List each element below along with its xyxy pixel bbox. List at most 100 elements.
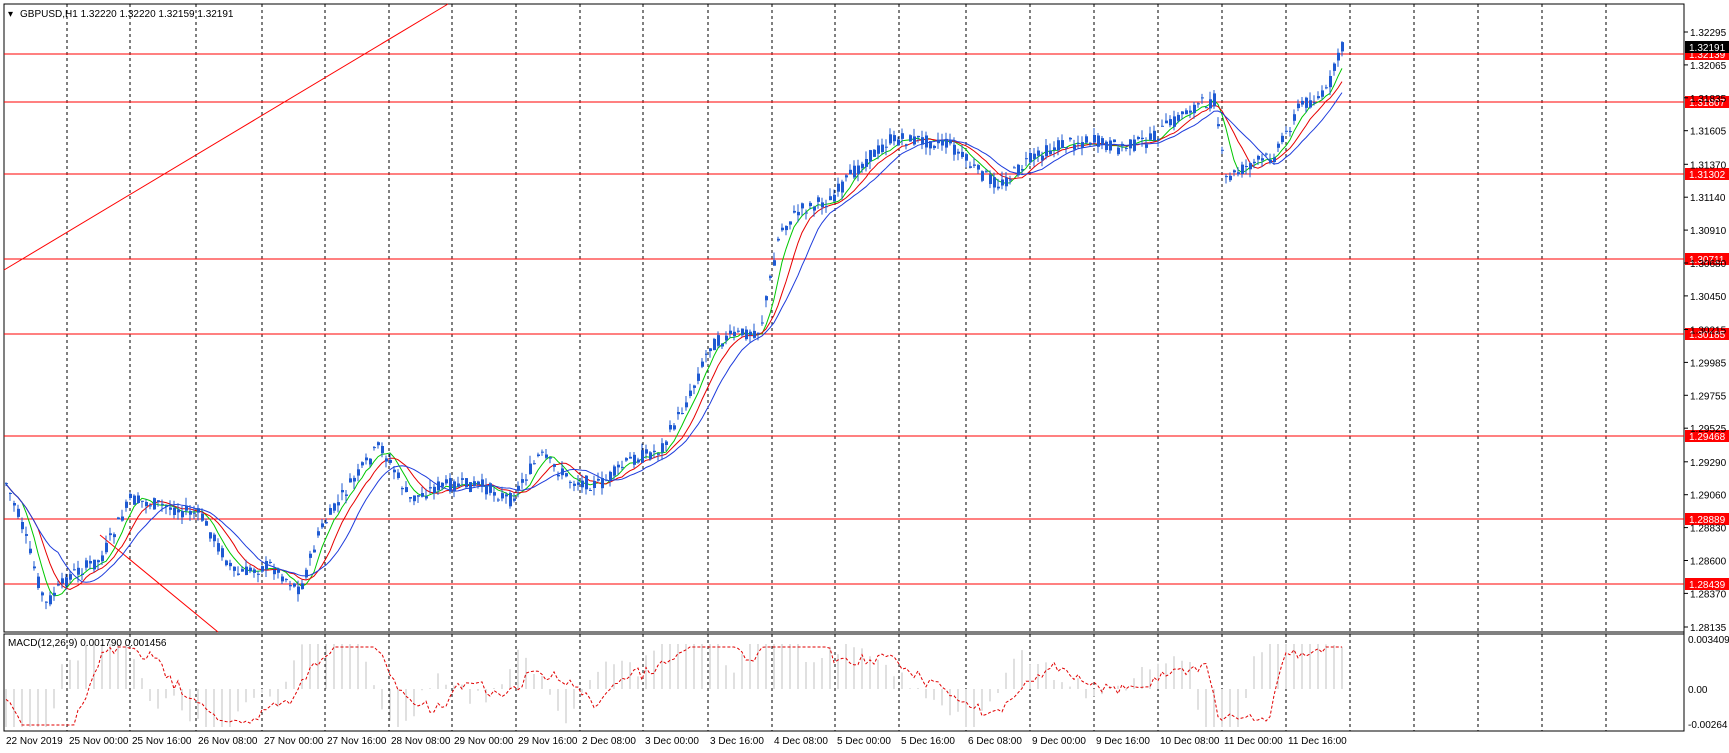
time-axis-label: 26 Nov 08:00: [198, 736, 258, 747]
candle-body: [165, 505, 168, 507]
price-scale-label: 1.29755: [1690, 391, 1727, 402]
level-price-tag: [1685, 513, 1729, 525]
candle-body: [1317, 96, 1320, 99]
candle-body: [341, 490, 344, 493]
candle-body: [429, 487, 432, 489]
candle-body: [153, 498, 156, 510]
trendline-up[interactable]: [3, 3, 449, 271]
candle-body: [629, 456, 632, 459]
price-candles: [5, 41, 1344, 610]
price-scale-label: 1.31605: [1690, 127, 1727, 138]
candle-body: [329, 508, 332, 515]
candle-body: [1313, 102, 1316, 104]
candle-body: [1277, 143, 1280, 148]
price-scale-label: 1.28600: [1690, 556, 1727, 567]
candle-body: [145, 502, 148, 506]
candle-body: [969, 166, 972, 168]
candle-body: [925, 135, 928, 148]
candle-body: [205, 521, 208, 526]
candle-body: [545, 454, 548, 458]
candle-body: [93, 559, 96, 570]
price-chart-panel[interactable]: [3, 3, 1685, 633]
candle-body: [1257, 156, 1260, 160]
candle-body: [865, 159, 868, 167]
candle-body: [273, 570, 276, 575]
candle-body: [1217, 124, 1220, 127]
candle-body: [253, 569, 256, 573]
candle-body: [1157, 138, 1160, 141]
candle-body: [1197, 103, 1200, 105]
candle-body: [913, 136, 916, 145]
candle-body: [1069, 137, 1072, 140]
candle-body: [225, 560, 228, 566]
candle-body: [589, 490, 592, 491]
candle-body: [117, 517, 120, 520]
candle-body: [441, 482, 444, 487]
candle-body: [829, 196, 832, 201]
horizontal-levels[interactable]: 1.32139 1.31807 1.31302 1.30711 1.30185 1.294…: [4, 48, 1729, 591]
candle-body: [1057, 140, 1060, 151]
candle-body: [625, 458, 628, 461]
candle-body: [1065, 147, 1068, 149]
candle-body: [833, 194, 836, 202]
candle-body: [1285, 130, 1288, 132]
candle-body: [393, 469, 396, 473]
candle-body: [965, 154, 968, 161]
candle-body: [237, 573, 240, 575]
candle-body: [657, 453, 660, 455]
candle-body: [985, 171, 988, 173]
candle-body: [673, 425, 676, 430]
candle-body: [197, 508, 200, 513]
candle-body: [593, 480, 596, 488]
candle-body: [105, 542, 108, 553]
candle-body: [709, 348, 712, 352]
candle-body: [785, 226, 788, 231]
candle-body: [129, 493, 132, 498]
candle-body: [389, 459, 392, 463]
candle-body: [773, 260, 776, 266]
level-price-label: 1.30711: [1689, 255, 1725, 266]
level-price-tag: [1685, 578, 1729, 590]
time-axis-label: 4 Dec 08:00: [774, 736, 828, 747]
macd-panel[interactable]: [3, 633, 1685, 732]
candle-body: [73, 569, 76, 571]
candle-body: [89, 561, 92, 564]
candle-body: [361, 462, 364, 466]
level-price-tag: [1685, 96, 1729, 108]
candle-body: [477, 481, 480, 485]
price-scale[interactable]: 1.32295 1.32065 1.31835 1.31605 1.31370 1.311…: [1684, 28, 1729, 634]
candle-body: [1189, 110, 1192, 113]
level-price-label: 1.32139: [1689, 50, 1726, 61]
current-price-tag: [1685, 41, 1729, 53]
candle-body: [745, 329, 748, 340]
macd-indicator: [5, 644, 1343, 727]
candle-body: [1133, 139, 1136, 151]
chart-grid: [66, 4, 1607, 731]
candle-body: [401, 488, 404, 490]
candle-body: [697, 373, 700, 381]
candle-body: [749, 331, 752, 336]
candle-body: [533, 463, 536, 465]
candle-body: [561, 468, 564, 476]
candle-body: [885, 146, 888, 148]
candle-body: [1225, 176, 1228, 178]
candle-body: [797, 211, 800, 216]
candle-body: [1273, 157, 1276, 163]
candle-body: [373, 447, 376, 449]
candle-body: [717, 335, 720, 346]
candle-body: [1145, 144, 1148, 148]
time-axis-label: 27 Nov 00:00: [264, 736, 324, 747]
candle-body: [29, 548, 32, 554]
candle-body: [473, 481, 476, 486]
candle-body: [1229, 175, 1232, 181]
current-price-label: 1.32191: [1689, 43, 1726, 54]
candle-body: [1053, 147, 1056, 150]
candle-body: [821, 202, 824, 208]
time-axis-label: 6 Dec 08:00: [968, 736, 1022, 747]
candle-body: [877, 145, 880, 154]
candle-body: [573, 483, 576, 486]
time-axis-label: 10 Dec 08:00: [1160, 736, 1220, 747]
candle-body: [57, 584, 60, 586]
candle-body: [137, 495, 140, 503]
